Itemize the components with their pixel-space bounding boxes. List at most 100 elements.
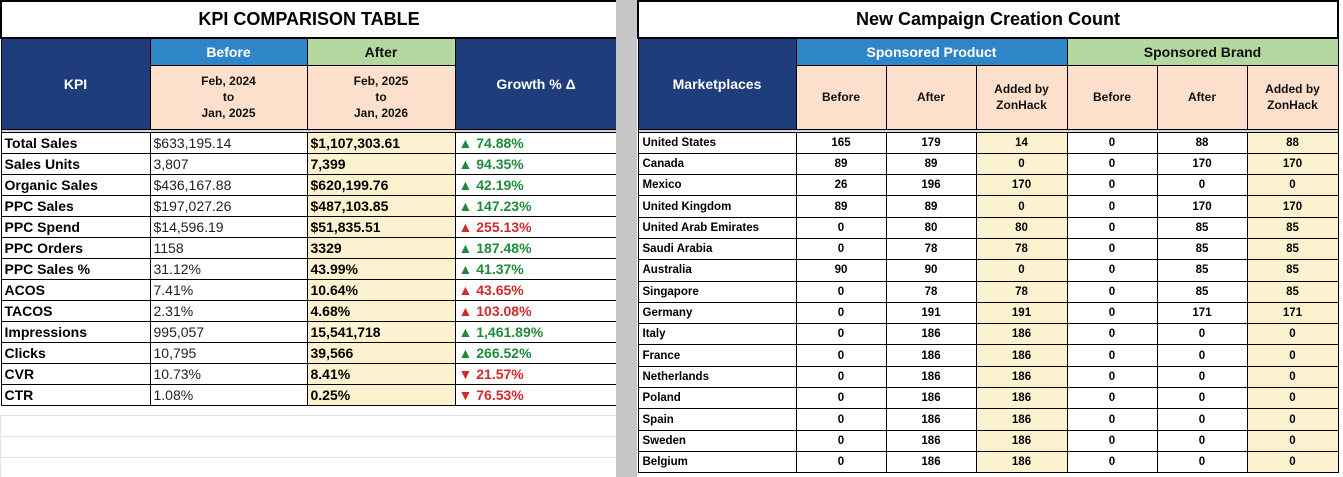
marketplace-row: United Kingdom 89 89 0 0 170 170 <box>637 195 1339 218</box>
kpi-name-cell: CTR <box>0 383 151 406</box>
after-header: After <box>306 37 456 66</box>
sb-before-cell: 0 <box>1066 365 1158 389</box>
kpi-growth-cell: ▲ 103.08% <box>454 299 618 322</box>
sp-added-cell: 0 <box>975 259 1068 282</box>
sp-before-cell: 89 <box>795 195 887 218</box>
sp-after-cell: 186 <box>885 450 977 474</box>
sp-after-cell: 186 <box>885 344 977 367</box>
kpi-name-cell: Sales Units <box>0 152 151 175</box>
sb-after-cell: 85 <box>1156 237 1248 261</box>
marketplace-row: Netherlands 0 186 186 0 0 0 <box>637 365 1339 389</box>
sp-after-cell: 179 <box>885 131 977 154</box>
kpi-row: TACOS 2.31% 4.68% ▲ 103.08% <box>0 299 618 322</box>
sb-added-cell: 0 <box>1246 450 1339 474</box>
kpi-growth-cell: ▲ 255.13% <box>454 215 618 238</box>
sp-before-cell: 0 <box>795 387 887 410</box>
sb-before-cell: 0 <box>1066 280 1158 303</box>
kpi-row: Total Sales $633,195.14 $1,107,303.61 ▲ 74.… <box>0 131 618 154</box>
kpi-name-cell: Impressions <box>0 320 151 343</box>
kpi-after-cell: 3329 <box>306 236 456 259</box>
marketplace-cell: United States <box>637 131 797 154</box>
kpi-row: PPC Orders 1158 3329 ▲ 187.48% <box>0 236 618 259</box>
kpi-row: Clicks 10,795 39,566 ▲ 266.52% <box>0 341 618 364</box>
marketplace-row: Spain 0 186 186 0 0 0 <box>637 408 1339 431</box>
after-range-end: Jan, 2026 <box>353 106 409 120</box>
kpi-growth-cell: ▼ 21.57% <box>454 362 618 385</box>
sp-added-line2: ZonHack <box>996 98 1047 112</box>
marketplace-row: Mexico 26 196 170 0 0 0 <box>637 174 1339 197</box>
sb-added-header: Added by ZonHack <box>1246 64 1339 130</box>
sb-after-cell: 0 <box>1156 450 1248 474</box>
kpi-row: Organic Sales $436,167.88 $620,199.76 ▲ 42.… <box>0 173 618 196</box>
campaign-rows: United States 165 179 14 0 88 88 Canada 89 89 0 0 17… <box>637 131 1339 474</box>
kpi-growth-cell: ▲ 41.37% <box>454 257 618 280</box>
sb-before-cell: 0 <box>1066 301 1158 325</box>
sp-before-cell: 26 <box>795 174 887 197</box>
sp-added-header: Added by ZonHack <box>975 64 1068 130</box>
kpi-name-cell: ACOS <box>0 278 151 301</box>
marketplace-row: Italy 0 186 186 0 0 0 <box>637 323 1339 346</box>
kpi-name-cell: Organic Sales <box>0 173 151 196</box>
kpi-rows: Total Sales $633,195.14 $1,107,303.61 ▲ 74.… <box>0 131 618 406</box>
kpi-growth-cell: ▼ 76.53% <box>454 383 618 406</box>
marketplace-cell: Italy <box>637 323 797 346</box>
after-date-range: Feb, 2025 to Jan, 2026 <box>306 64 456 130</box>
sp-before-cell: 0 <box>795 450 887 474</box>
marketplace-row: Belgium 0 186 186 0 0 0 <box>637 450 1339 474</box>
sb-before-cell: 0 <box>1066 237 1158 261</box>
marketplace-cell: Poland <box>637 387 797 410</box>
kpi-growth-cell: ▲ 147.23% <box>454 194 618 217</box>
kpi-row: PPC Sales % 31.12% 43.99% ▲ 41.37% <box>0 257 618 280</box>
before-range-start: Feb, 2024 <box>201 74 256 88</box>
sb-before-cell: 0 <box>1066 450 1158 474</box>
sheet-gridlines <box>0 415 616 477</box>
sb-added-cell: 0 <box>1246 323 1339 346</box>
kpi-comparison-table: KPI COMPARISON TABLE KPI Before After Gr… <box>0 0 619 406</box>
sp-after-cell: 89 <box>885 152 977 176</box>
sp-before-cell: 0 <box>795 365 887 389</box>
marketplace-cell: United Kingdom <box>637 195 797 218</box>
kpi-after-cell: $487,103.85 <box>306 194 456 217</box>
sb-before-cell: 0 <box>1066 259 1158 282</box>
sb-after-cell: 85 <box>1156 216 1248 239</box>
campaign-header-separator <box>637 129 1339 132</box>
marketplace-cell: Saudi Arabia <box>637 237 797 261</box>
marketplace-cell: United Arab Emirates <box>637 216 797 239</box>
kpi-after-cell: 8.41% <box>306 362 456 385</box>
kpi-after-cell: 7,399 <box>306 152 456 175</box>
kpi-before-cell: $14,596.19 <box>149 215 308 238</box>
sp-after-cell: 80 <box>885 216 977 239</box>
kpi-before-cell: 2.31% <box>149 299 308 322</box>
sp-added-cell: 80 <box>975 216 1068 239</box>
sponsored-product-header: Sponsored Product <box>795 37 1068 66</box>
kpi-growth-cell: ▲ 1,461.89% <box>454 320 618 343</box>
marketplace-row: Germany 0 191 191 0 171 171 <box>637 301 1339 325</box>
sb-before-header: Before <box>1066 64 1158 130</box>
sb-added-cell: 85 <box>1246 280 1339 303</box>
sb-after-cell: 85 <box>1156 280 1248 303</box>
marketplace-cell: Canada <box>637 152 797 176</box>
kpi-row: Sales Units 3,807 7,399 ▲ 94.35% <box>0 152 618 175</box>
sb-after-cell: 0 <box>1156 323 1248 346</box>
sp-added-cell: 186 <box>975 429 1068 452</box>
sp-added-cell: 170 <box>975 174 1068 197</box>
kpi-row: PPC Sales $197,027.26 $487,103.85 ▲ 147.23% <box>0 194 618 217</box>
kpi-before-cell: 1158 <box>149 236 308 259</box>
marketplace-cell: Singapore <box>637 280 797 303</box>
sb-before-cell: 0 <box>1066 344 1158 367</box>
sp-after-cell: 196 <box>885 174 977 197</box>
sp-after-cell: 78 <box>885 237 977 261</box>
before-range-to: to <box>222 90 235 104</box>
sb-added-cell: 170 <box>1246 195 1339 218</box>
marketplace-row: United States 165 179 14 0 88 88 <box>637 131 1339 154</box>
sb-added-line1: Added by <box>1265 82 1320 96</box>
marketplace-cell: Spain <box>637 408 797 431</box>
kpi-row: PPC Spend $14,596.19 $51,835.51 ▲ 255.13% <box>0 215 618 238</box>
sb-after-cell: 0 <box>1156 344 1248 367</box>
sp-after-cell: 186 <box>885 387 977 410</box>
kpi-row: CVR 10.73% 8.41% ▼ 21.57% <box>0 362 618 385</box>
kpi-before-cell: 995,057 <box>149 320 308 343</box>
sb-added-cell: 171 <box>1246 301 1339 325</box>
kpi-name-cell: Total Sales <box>0 131 151 154</box>
kpi-before-cell: 31.12% <box>149 257 308 280</box>
